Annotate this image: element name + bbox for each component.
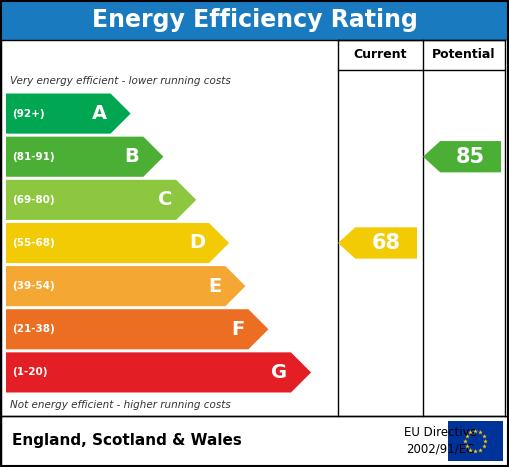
- Text: A: A: [92, 104, 106, 123]
- Text: G: G: [271, 363, 287, 382]
- Text: Current: Current: [354, 49, 407, 62]
- Text: (69-80): (69-80): [12, 195, 54, 205]
- Text: (55-68): (55-68): [12, 238, 55, 248]
- Bar: [1, 416, 508, 466]
- Text: (39-54): (39-54): [12, 281, 55, 291]
- Text: Not energy efficient - higher running costs: Not energy efficient - higher running co…: [10, 400, 231, 410]
- Polygon shape: [6, 353, 311, 392]
- Polygon shape: [6, 309, 268, 349]
- Bar: [448, 421, 503, 461]
- Text: C: C: [158, 191, 172, 209]
- Text: F: F: [231, 320, 244, 339]
- Polygon shape: [6, 223, 229, 263]
- Text: D: D: [189, 234, 205, 253]
- Polygon shape: [6, 93, 131, 134]
- Bar: [1, 40, 508, 416]
- Text: Very energy efficient - lower running costs: Very energy efficient - lower running co…: [10, 76, 231, 86]
- Polygon shape: [6, 137, 163, 177]
- Polygon shape: [338, 227, 417, 259]
- Text: 85: 85: [456, 147, 485, 167]
- Polygon shape: [6, 266, 245, 306]
- Text: Potential: Potential: [432, 49, 496, 62]
- Text: 2002/91/EC: 2002/91/EC: [406, 443, 475, 456]
- Text: England, Scotland & Wales: England, Scotland & Wales: [12, 433, 242, 448]
- Text: 68: 68: [372, 233, 401, 253]
- Bar: [1, 1, 508, 40]
- Text: Energy Efficiency Rating: Energy Efficiency Rating: [92, 8, 417, 32]
- Bar: [1, 416, 508, 466]
- Polygon shape: [6, 180, 196, 220]
- Text: B: B: [125, 147, 139, 166]
- Polygon shape: [423, 141, 501, 172]
- Text: (21-38): (21-38): [12, 324, 55, 334]
- Text: (1-20): (1-20): [12, 368, 47, 377]
- Text: (81-91): (81-91): [12, 152, 54, 162]
- Text: EU Directive: EU Directive: [404, 426, 477, 439]
- Text: (92+): (92+): [12, 108, 45, 119]
- Text: E: E: [208, 276, 221, 296]
